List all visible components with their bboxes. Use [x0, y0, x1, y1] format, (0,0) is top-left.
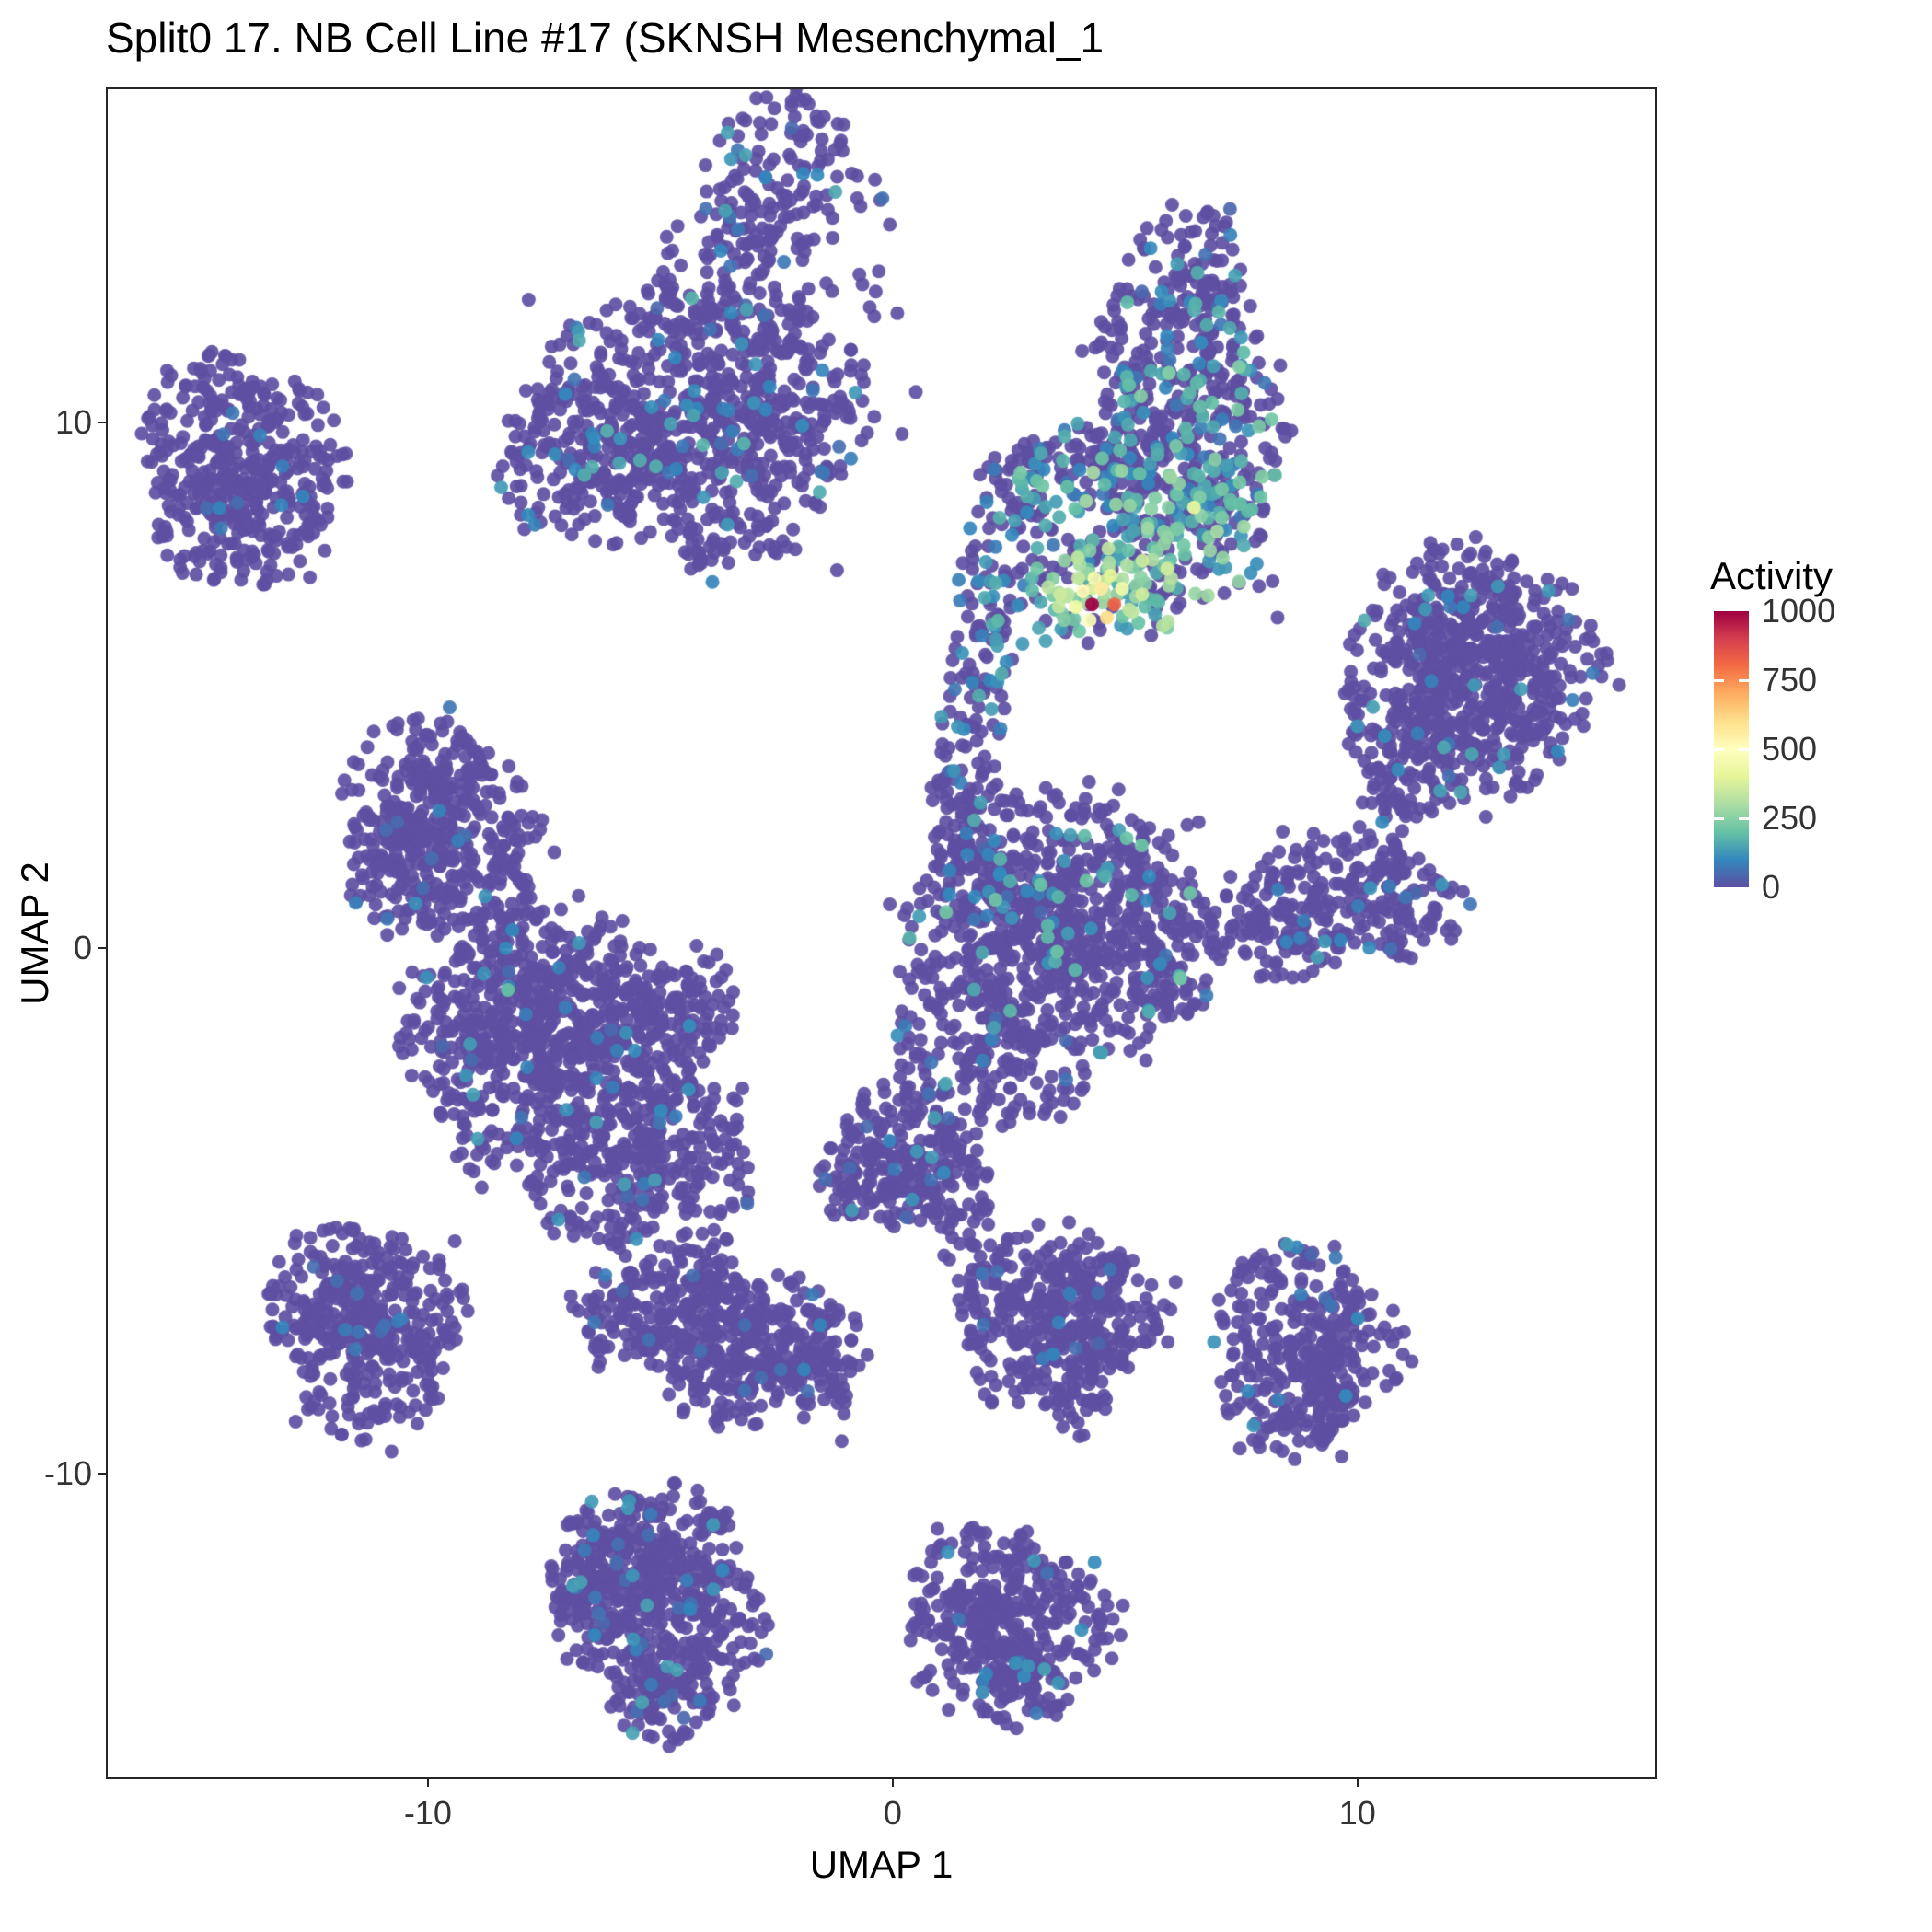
y-axis-title: UMAP 2	[13, 862, 56, 1005]
legend-tick-label: 750	[1762, 661, 1818, 699]
legend-tick-label: 250	[1762, 799, 1818, 837]
legend-tick-mark	[1714, 816, 1724, 820]
legend-tick-label: 0	[1762, 868, 1781, 906]
legend-tick-label: 500	[1762, 730, 1818, 768]
umap-scatter-canvas	[108, 89, 1655, 1777]
legend-tick-mark	[1739, 747, 1749, 751]
y-axis-tick-label: -10	[43, 1454, 92, 1493]
legend-tick-label: 1000	[1762, 592, 1836, 630]
legend-tick-mark	[1739, 678, 1749, 682]
x-axis-tick-mark	[1356, 1779, 1359, 1787]
y-axis-tick-label: 10	[54, 402, 92, 441]
x-axis-tick-mark	[426, 1779, 429, 1787]
y-axis-tick-label: 0	[73, 928, 92, 966]
x-axis-title: UMAP 1	[809, 1843, 954, 1886]
legend-tick-mark	[1739, 816, 1749, 820]
legend-title: Activity	[1710, 554, 1834, 597]
x-axis-tick-label: 0	[883, 1794, 902, 1832]
plot-panel	[106, 87, 1657, 1779]
x-axis-tick-mark	[891, 1779, 894, 1787]
legend-tick-mark	[1714, 747, 1724, 751]
x-axis-tick-label: -10	[403, 1794, 452, 1832]
activity-legend: Activity 0 250 500 750 1000	[1703, 554, 1932, 941]
plot-title: Split0 17. NB Cell Line #17 (SKNSH Mesen…	[106, 14, 1105, 62]
y-axis-tick-mark	[98, 1473, 106, 1475]
legend-tick-mark	[1714, 678, 1724, 682]
y-axis-tick-mark	[98, 946, 106, 949]
y-axis-tick-mark	[98, 421, 106, 423]
x-axis-tick-label: 10	[1338, 1794, 1376, 1832]
